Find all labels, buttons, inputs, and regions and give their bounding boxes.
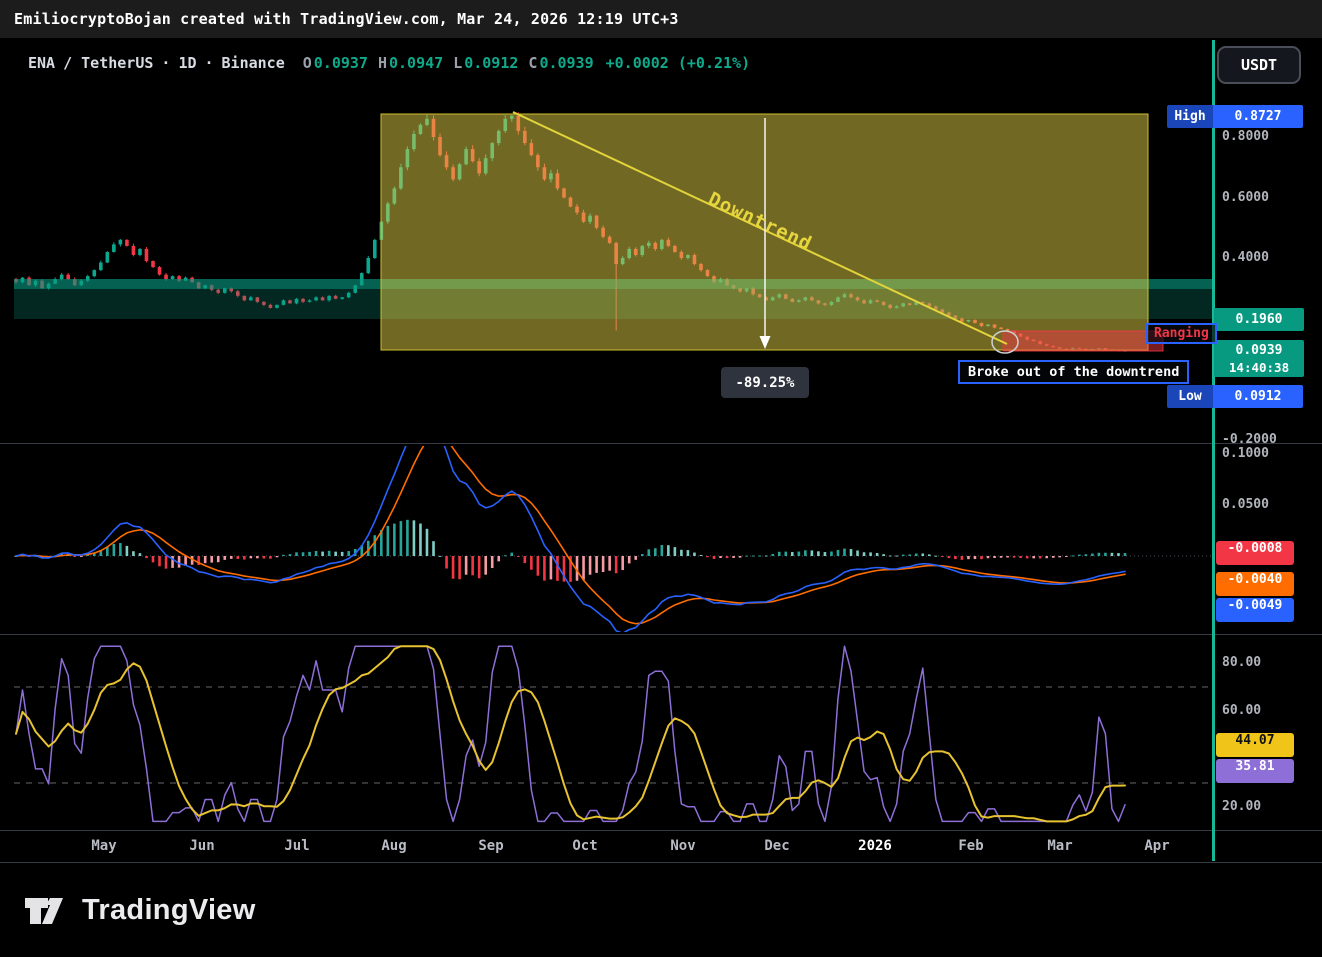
separator-dot: · [204, 54, 214, 72]
low-badge-value: 0.0912 [1213, 385, 1303, 408]
time-label[interactable]: Sep [478, 838, 504, 854]
high-value: 0.0947 [389, 54, 444, 72]
macd-value-badge: -0.0040 [1216, 572, 1294, 596]
high-price-badge: High 0.8727 [1167, 105, 1303, 128]
ranging-annotation[interactable]: Ranging [1146, 323, 1217, 344]
time-label[interactable]: Aug [381, 838, 407, 854]
separator-dot: · [161, 54, 171, 72]
oscillator-panel[interactable] [14, 645, 1213, 823]
breakout-circle[interactable] [991, 330, 1019, 354]
tradingview-logo-icon [25, 898, 63, 924]
low-badge-label: Low [1167, 385, 1213, 408]
macd-tick: 0.1000 [1222, 446, 1269, 461]
time-label[interactable]: 2026 [858, 838, 892, 854]
price-panel[interactable] [14, 111, 1213, 354]
measure-arrowhead [759, 336, 771, 349]
exchange-label: Binance [221, 54, 285, 72]
time-label[interactable]: Jun [189, 838, 215, 854]
time-label[interactable]: May [91, 838, 117, 854]
open-label: O [302, 54, 312, 72]
high-label: H [377, 54, 387, 72]
oscillator-value-badge: 35.81 [1216, 759, 1294, 783]
ohlc-values: O 0.0937 H 0.0947 L 0.0912 C 0.0939 +0.0… [303, 54, 750, 72]
macd-panel[interactable] [14, 413, 1213, 633]
currency-toggle-button[interactable]: USDT [1217, 46, 1301, 84]
open-value: 0.0937 [313, 54, 368, 72]
time-label[interactable]: Mar [1047, 838, 1073, 854]
oscillator-tick: 80.00 [1222, 655, 1262, 670]
low-label: L [453, 54, 463, 72]
time-label[interactable]: Apr [1144, 838, 1170, 854]
ranging-zone[interactable] [1002, 330, 1164, 352]
time-label[interactable]: Dec [764, 838, 790, 854]
last-price-value: 0.0939 [1235, 342, 1283, 358]
downtrend-trendline[interactable] [512, 111, 1008, 345]
price-level-badge[interactable]: 0.1960 [1214, 308, 1304, 331]
macd-value-badge: -0.0008 [1216, 541, 1294, 565]
price-tick: -0.2000 [1222, 431, 1277, 447]
footer-brand[interactable]: TradingView [20, 886, 256, 934]
bar-countdown: 14:40:38 [1228, 359, 1290, 375]
watermark-text: EmiliocryptoBojan created with TradingVi… [14, 10, 679, 28]
close-value: 0.0939 [539, 54, 594, 72]
oscillator-tick: 20.00 [1222, 799, 1262, 814]
high-badge-label: High [1167, 105, 1213, 128]
close-label: C [528, 54, 538, 72]
watermark-bar: EmiliocryptoBojan created with TradingVi… [0, 0, 1322, 38]
interval-label[interactable]: 1D [178, 54, 197, 72]
symbol-name[interactable]: ENA [28, 54, 56, 72]
time-label[interactable]: Oct [572, 838, 598, 854]
time-label[interactable]: Nov [670, 838, 696, 854]
price-tick: 0.6000 [1222, 189, 1269, 205]
oscillator-tick: 60.00 [1222, 703, 1262, 718]
breakout-annotation[interactable]: Broke out of the downtrend [958, 360, 1190, 384]
high-badge-value: 0.8727 [1213, 105, 1303, 128]
oscillator-value-badge: 44.07 [1216, 733, 1294, 757]
currency-toggle-label: USDT [1240, 56, 1278, 74]
last-price-badge: 0.0939 14:40:38 [1214, 340, 1304, 377]
measured-move-badge[interactable]: -89.25% [721, 367, 809, 398]
time-label[interactable]: Jul [284, 838, 310, 854]
tradingview-wordmark: TradingView [82, 893, 256, 926]
symbol-pair[interactable]: / TetherUS [63, 54, 154, 72]
change-value: +0.0002 (+0.21%) [605, 54, 751, 72]
time-label[interactable]: Feb [958, 838, 984, 854]
low-value: 0.0912 [464, 54, 519, 72]
price-tick: 0.8000 [1222, 129, 1269, 144]
macd-tick: 0.0500 [1222, 497, 1269, 512]
symbol-info-row[interactable]: ENA / TetherUS · 1D · Binance O 0.0937 H… [28, 54, 750, 72]
macd-value-badge: -0.0049 [1216, 598, 1294, 622]
price-tick: 0.4000 [1222, 250, 1269, 265]
low-price-badge: Low 0.0912 [1167, 385, 1303, 408]
